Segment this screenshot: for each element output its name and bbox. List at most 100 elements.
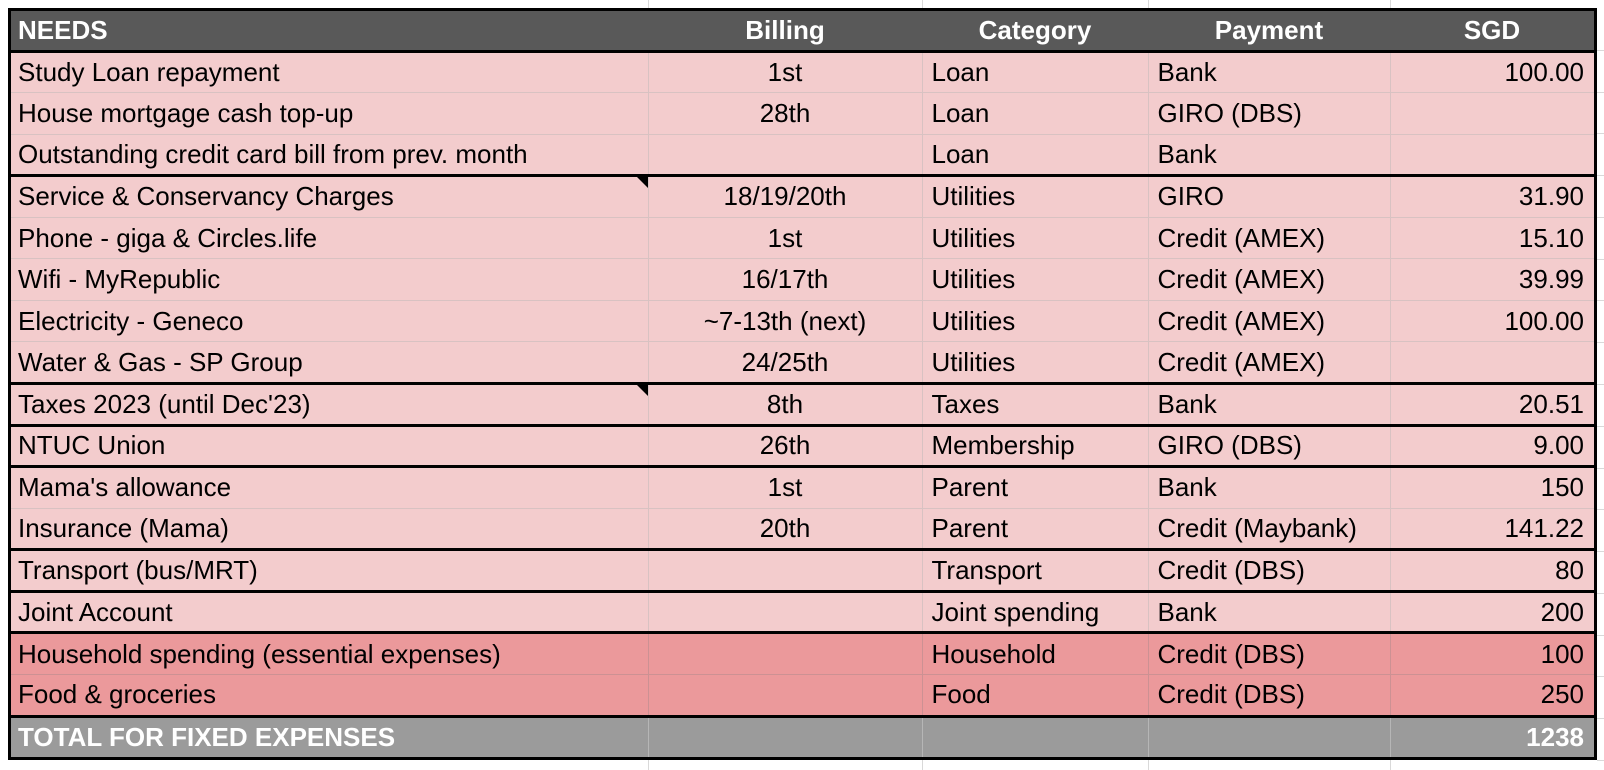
cell-needs[interactable]: Phone - giga & Circles.life <box>11 217 649 260</box>
table-row: Service & Conservancy Charges 18/19/20th U… <box>11 175 1594 218</box>
cell-needs[interactable]: Household spending (essential expenses) <box>11 632 649 675</box>
total-empty-cell[interactable] <box>648 716 923 757</box>
cell-billing[interactable]: 8th <box>648 383 923 427</box>
cell-payment[interactable]: Credit (AMEX) <box>1148 258 1391 301</box>
cell-payment[interactable]: Bank <box>1148 134 1391 178</box>
cell-text: ~7-13th (next) <box>703 305 867 336</box>
cell-needs[interactable]: Electricity - Geneco <box>11 300 649 343</box>
total-label-cell[interactable]: TOTAL FOR FIXED EXPENSES <box>11 716 649 757</box>
cell-sgd[interactable]: 100 <box>1390 632 1594 675</box>
column-header-needs[interactable]: NEEDS <box>11 11 648 53</box>
total-value-cell[interactable]: 1238 <box>1390 716 1594 757</box>
cell-category[interactable]: Membership <box>922 425 1149 469</box>
cell-category[interactable]: Utilities <box>922 258 1149 301</box>
total-empty-cell[interactable] <box>1148 716 1391 757</box>
cell-category[interactable]: Parent <box>922 508 1149 552</box>
cell-needs[interactable]: Wifi - MyRepublic <box>11 258 649 301</box>
cell-sgd[interactable]: 100.00 <box>1390 300 1594 343</box>
cell-category[interactable]: Utilities <box>922 217 1149 260</box>
cell-needs[interactable]: Study Loan repayment <box>11 51 649 94</box>
cell-text: 20th <box>759 512 811 543</box>
cell-sgd[interactable]: 15.10 <box>1390 217 1594 260</box>
cell-payment[interactable]: Credit (DBS) <box>1148 549 1391 593</box>
cell-billing[interactable]: 16/17th <box>648 258 923 301</box>
cell-billing[interactable]: 20th <box>648 508 923 552</box>
cell-sgd[interactable] <box>1390 341 1594 385</box>
cell-sgd[interactable] <box>1390 92 1594 135</box>
cell-payment[interactable]: GIRO (DBS) <box>1148 92 1391 135</box>
cell-needs[interactable]: Water & Gas - SP Group <box>11 341 649 385</box>
cell-needs[interactable]: Food & groceries <box>11 674 649 718</box>
cell-billing[interactable]: 1st <box>648 51 923 94</box>
cell-payment[interactable]: Credit (AMEX) <box>1148 341 1391 385</box>
cell-billing[interactable] <box>648 632 923 675</box>
cell-payment[interactable]: Credit (DBS) <box>1148 632 1391 675</box>
cell-needs[interactable]: Transport (bus/MRT) <box>11 549 649 593</box>
cell-category[interactable]: Loan <box>922 92 1149 135</box>
cell-billing[interactable]: ~7-13th (next) <box>648 300 923 343</box>
cell-needs[interactable]: NTUC Union <box>11 425 649 469</box>
cell-billing[interactable]: 1st <box>648 217 923 260</box>
column-header-payment[interactable]: Payment <box>1148 11 1390 53</box>
cell-payment[interactable]: Credit (DBS) <box>1148 674 1391 718</box>
cell-needs[interactable]: Joint Account <box>11 591 649 635</box>
cell-billing[interactable] <box>648 591 923 635</box>
cell-sgd[interactable]: 150 <box>1390 466 1594 509</box>
cell-sgd[interactable]: 250 <box>1390 674 1594 718</box>
cell-category[interactable]: Household <box>922 632 1149 675</box>
cell-billing[interactable]: 26th <box>648 425 923 469</box>
cell-sgd[interactable] <box>1390 134 1594 178</box>
cell-category[interactable]: Loan <box>922 51 1149 94</box>
cell-payment[interactable]: Credit (AMEX) <box>1148 217 1391 260</box>
cell-category[interactable]: Utilities <box>922 175 1149 218</box>
cell-category[interactable]: Utilities <box>922 341 1149 385</box>
cell-needs[interactable]: Insurance (Mama) <box>11 508 649 552</box>
cell-text: 80 <box>1555 555 1584 586</box>
cell-category[interactable]: Utilities <box>922 300 1149 343</box>
cell-needs[interactable]: Outstanding credit card bill from prev. … <box>11 134 649 178</box>
cell-payment[interactable]: Bank <box>1148 51 1391 94</box>
cell-sgd[interactable]: 31.90 <box>1390 175 1594 218</box>
cell-category[interactable]: Joint spending <box>922 591 1149 635</box>
cell-payment[interactable]: GIRO (DBS) <box>1148 425 1391 469</box>
cell-sgd[interactable]: 9.00 <box>1390 425 1594 469</box>
cell-payment[interactable]: Credit (Maybank) <box>1148 508 1391 552</box>
cell-sgd[interactable]: 39.99 <box>1390 258 1594 301</box>
cell-category[interactable]: Transport <box>922 549 1149 593</box>
cell-needs[interactable]: House mortgage cash top-up <box>11 92 649 135</box>
cell-text: 26th <box>759 430 811 461</box>
margin-gridline <box>1597 635 1604 636</box>
cell-payment[interactable]: Bank <box>1148 383 1391 427</box>
cell-payment[interactable]: GIRO <box>1148 175 1391 218</box>
cell-payment[interactable]: Credit (AMEX) <box>1148 300 1391 343</box>
comment-indicator-icon <box>636 385 647 396</box>
column-header-billing[interactable]: Billing <box>648 11 922 53</box>
cell-billing[interactable]: 28th <box>648 92 923 135</box>
cell-category[interactable]: Parent <box>922 466 1149 509</box>
cell-payment[interactable]: Bank <box>1148 591 1391 635</box>
cell-payment[interactable]: Bank <box>1148 466 1391 509</box>
cell-sgd[interactable]: 100.00 <box>1390 51 1594 94</box>
cell-category[interactable]: Food <box>922 674 1149 718</box>
cell-sgd[interactable]: 20.51 <box>1390 383 1594 427</box>
cell-text: Joint Account <box>18 596 173 627</box>
cell-category[interactable]: Taxes <box>922 383 1149 427</box>
cell-needs[interactable]: Taxes 2023 (until Dec'23) <box>11 383 649 427</box>
cell-text: 250 <box>1540 679 1584 710</box>
cell-text: Taxes <box>931 388 1000 419</box>
cell-billing[interactable] <box>648 134 923 178</box>
cell-billing[interactable]: 18/19/20th <box>648 175 923 218</box>
total-empty-cell[interactable] <box>922 716 1149 757</box>
cell-sgd[interactable]: 80 <box>1390 549 1594 593</box>
cell-needs[interactable]: Mama's allowance <box>11 466 649 509</box>
cell-billing[interactable] <box>648 549 923 593</box>
cell-billing[interactable]: 24/25th <box>648 341 923 385</box>
cell-billing[interactable]: 1st <box>648 466 923 509</box>
cell-needs[interactable]: Service & Conservancy Charges <box>11 175 649 218</box>
column-header-sgd[interactable]: SGD <box>1390 11 1594 53</box>
cell-sgd[interactable]: 141.22 <box>1390 508 1594 552</box>
cell-sgd[interactable]: 200 <box>1390 591 1594 635</box>
cell-billing[interactable] <box>648 674 923 718</box>
cell-category[interactable]: Loan <box>922 134 1149 178</box>
column-header-category[interactable]: Category <box>922 11 1148 53</box>
